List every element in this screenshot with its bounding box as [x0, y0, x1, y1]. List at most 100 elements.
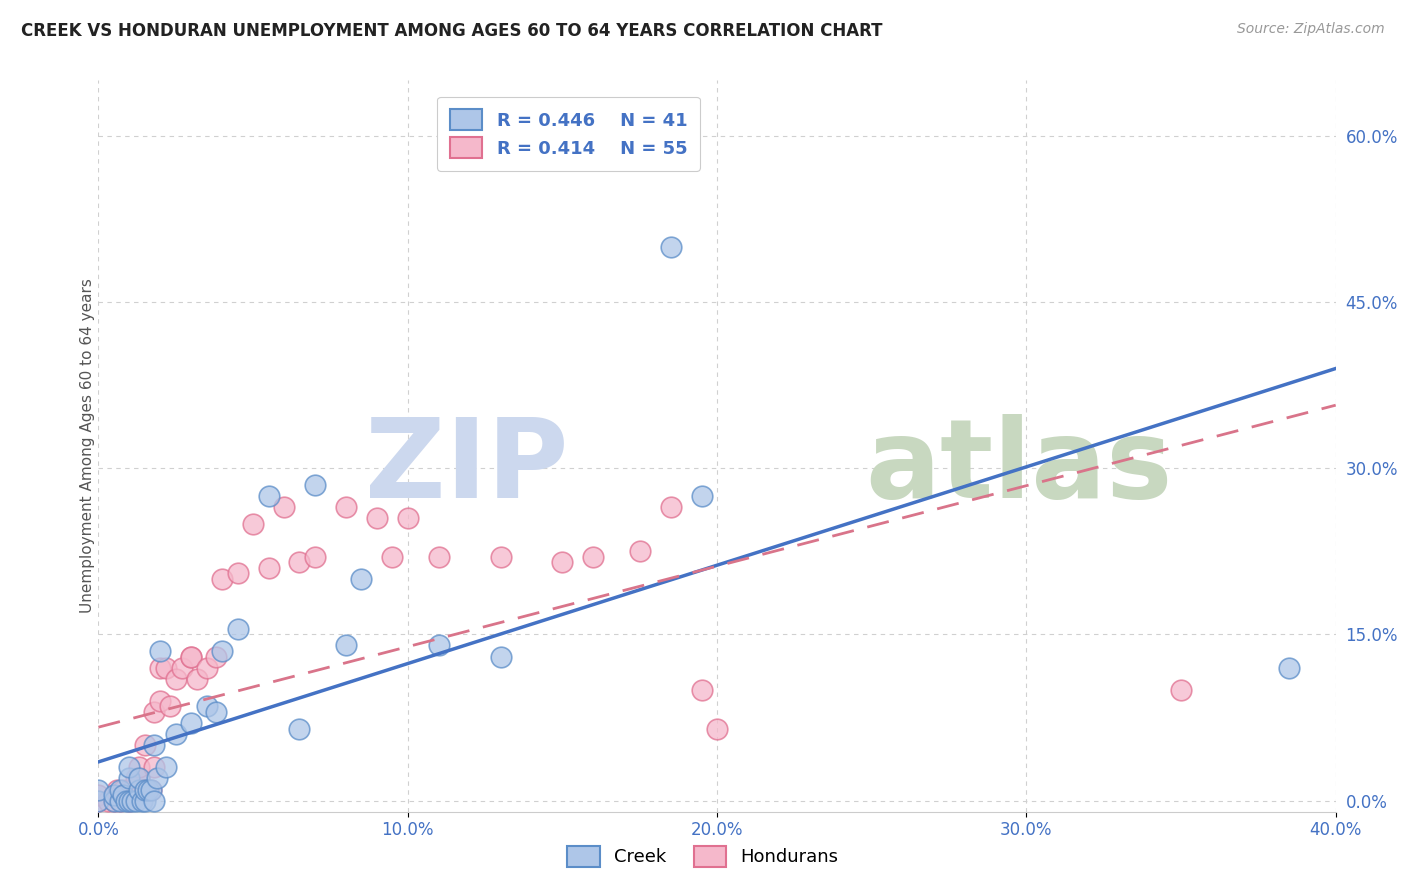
Point — [489, 549, 512, 564]
Text: atlas: atlas — [866, 415, 1173, 522]
Point — [257, 561, 280, 575]
Point — [381, 549, 404, 564]
Point — [628, 544, 651, 558]
Point — [335, 500, 357, 514]
Point — [131, 794, 153, 808]
Point — [180, 649, 202, 664]
Point — [128, 760, 150, 774]
Point — [366, 511, 388, 525]
Point — [134, 782, 156, 797]
Point — [226, 566, 249, 581]
Point — [103, 794, 125, 808]
Point — [427, 549, 450, 564]
Point — [124, 772, 146, 786]
Point — [427, 639, 450, 653]
Point — [124, 788, 146, 802]
Point — [186, 672, 208, 686]
Point — [155, 660, 177, 674]
Point — [149, 660, 172, 674]
Point — [108, 794, 131, 808]
Point — [112, 788, 135, 802]
Point — [706, 722, 728, 736]
Point — [257, 489, 280, 503]
Point — [659, 500, 682, 514]
Point — [128, 772, 150, 786]
Point — [143, 794, 166, 808]
Point — [136, 782, 159, 797]
Point — [87, 794, 110, 808]
Point — [139, 782, 162, 797]
Point — [1278, 660, 1301, 674]
Point — [659, 239, 682, 253]
Point — [103, 794, 125, 808]
Text: ZIP: ZIP — [366, 415, 568, 522]
Point — [155, 760, 177, 774]
Point — [121, 782, 143, 797]
Point — [690, 682, 713, 697]
Point — [103, 788, 125, 802]
Point — [165, 727, 187, 741]
Point — [136, 782, 159, 797]
Point — [108, 794, 131, 808]
Point — [350, 572, 373, 586]
Point — [211, 644, 233, 658]
Point — [165, 672, 187, 686]
Point — [288, 722, 311, 736]
Point — [489, 649, 512, 664]
Point — [551, 555, 574, 569]
Point — [118, 782, 141, 797]
Point — [134, 782, 156, 797]
Point — [335, 639, 357, 653]
Point — [149, 694, 172, 708]
Point — [121, 794, 143, 808]
Point — [288, 555, 311, 569]
Point — [1170, 682, 1192, 697]
Point — [143, 738, 166, 752]
Point — [180, 716, 202, 731]
Point — [396, 511, 419, 525]
Point — [124, 794, 146, 808]
Point — [242, 516, 264, 531]
Point — [226, 622, 249, 636]
Point — [118, 760, 141, 774]
Point — [149, 644, 172, 658]
Point — [304, 477, 326, 491]
Y-axis label: Unemployment Among Ages 60 to 64 years: Unemployment Among Ages 60 to 64 years — [80, 278, 94, 614]
Point — [118, 794, 141, 808]
Point — [108, 782, 131, 797]
Point — [87, 782, 110, 797]
Point — [103, 788, 125, 802]
Point — [205, 705, 228, 719]
Text: CREEK VS HONDURAN UNEMPLOYMENT AMONG AGES 60 TO 64 YEARS CORRELATION CHART: CREEK VS HONDURAN UNEMPLOYMENT AMONG AGE… — [21, 22, 883, 40]
Point — [118, 794, 141, 808]
Point — [195, 699, 218, 714]
Point — [134, 738, 156, 752]
Point — [115, 794, 138, 808]
Legend: Creek, Hondurans: Creek, Hondurans — [560, 838, 846, 874]
Point — [195, 660, 218, 674]
Point — [170, 660, 193, 674]
Point — [112, 788, 135, 802]
Point — [97, 794, 120, 808]
Point — [690, 489, 713, 503]
Point — [211, 572, 233, 586]
Point — [128, 772, 150, 786]
Point — [118, 772, 141, 786]
Point — [134, 794, 156, 808]
Point — [159, 699, 181, 714]
Point — [105, 782, 128, 797]
Point — [205, 649, 228, 664]
Point — [143, 760, 166, 774]
Point — [115, 788, 138, 802]
Point — [128, 782, 150, 797]
Legend: R = 0.446    N = 41, R = 0.414    N = 55: R = 0.446 N = 41, R = 0.414 N = 55 — [437, 96, 700, 171]
Point — [582, 549, 605, 564]
Point — [131, 782, 153, 797]
Point — [180, 649, 202, 664]
Text: Source: ZipAtlas.com: Source: ZipAtlas.com — [1237, 22, 1385, 37]
Point — [273, 500, 295, 514]
Point — [139, 782, 162, 797]
Point — [304, 549, 326, 564]
Point — [146, 772, 169, 786]
Point — [87, 794, 110, 808]
